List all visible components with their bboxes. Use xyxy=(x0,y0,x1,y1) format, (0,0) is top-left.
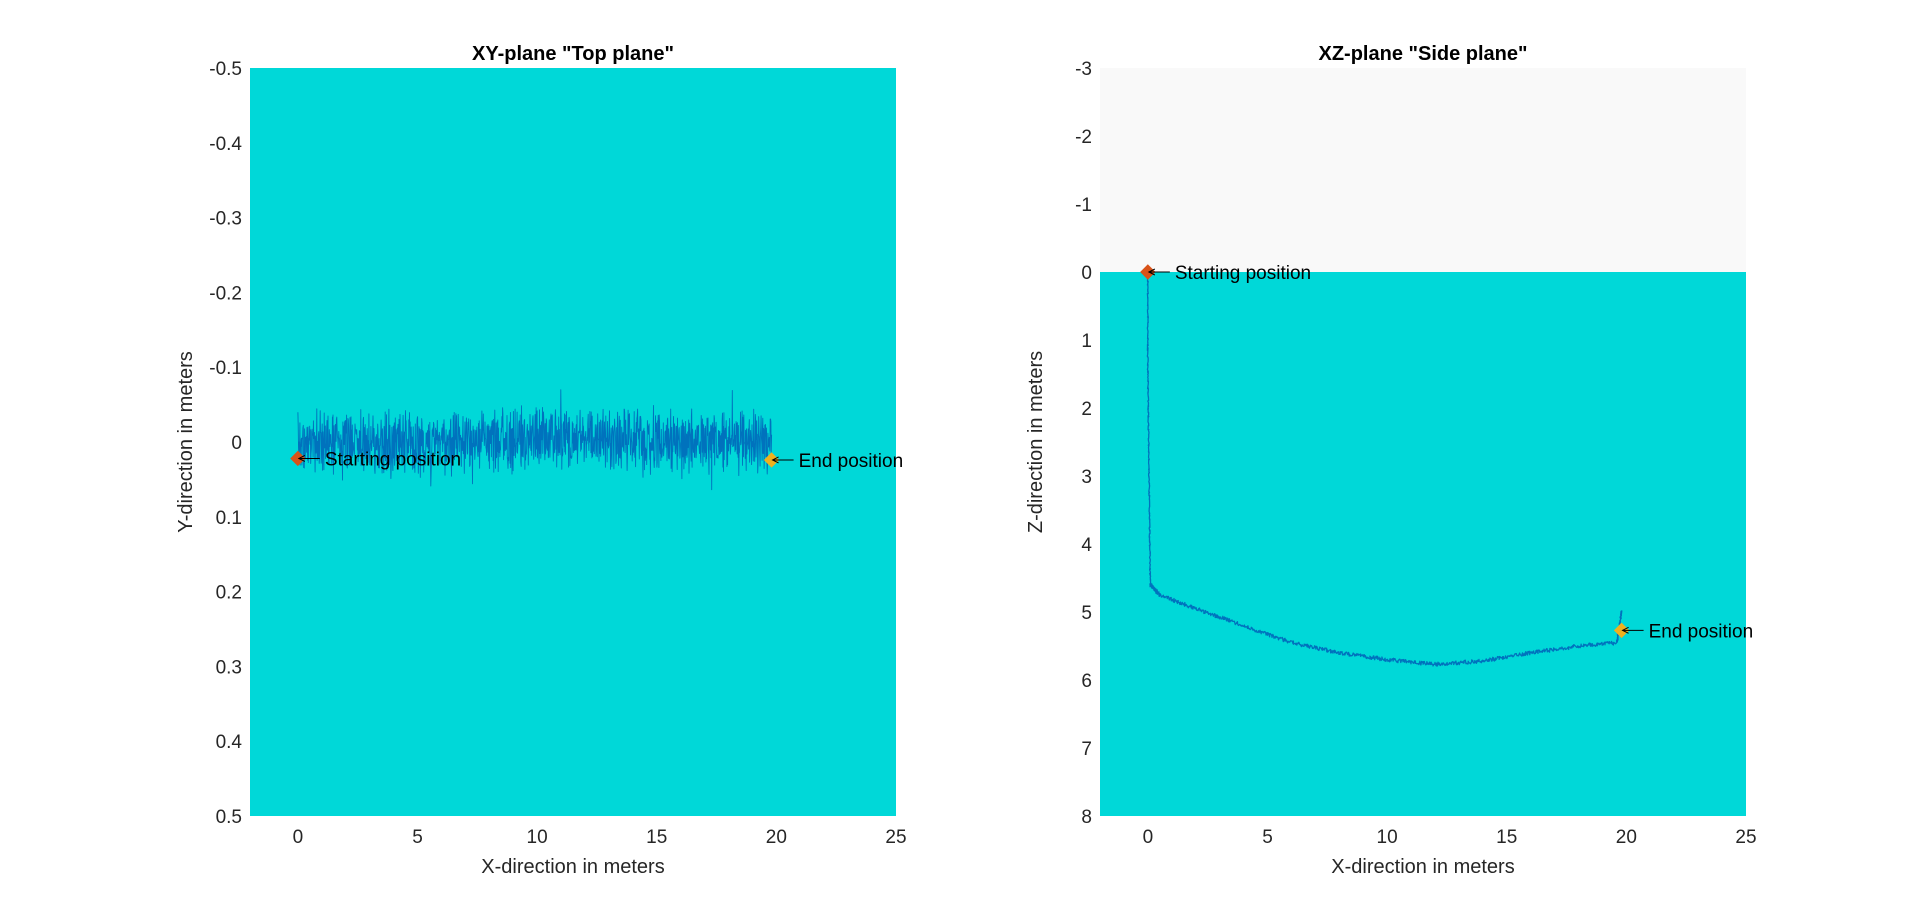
x-tick-label: 5 xyxy=(412,827,423,848)
background-region-water xyxy=(1100,272,1746,816)
y-tick-label: 1 xyxy=(1081,331,1092,352)
x-axis-label: X-direction in meters xyxy=(481,856,664,878)
y-tick-label: -0.5 xyxy=(209,59,242,80)
y-tick-label: 0.5 xyxy=(216,807,242,828)
y-axis-label: Z-direction in meters xyxy=(1025,351,1047,533)
y-tick-label: -3 xyxy=(1075,59,1092,80)
x-tick-label: 25 xyxy=(885,827,906,848)
y-tick-label: 3 xyxy=(1081,467,1092,488)
y-tick-label: 0.2 xyxy=(216,583,242,604)
y-tick-label: 0 xyxy=(231,433,242,454)
xy-plane-chart: XY-plane "Top plane" 0 5 10 15 20 25 -0.5 -0.4 -0… xyxy=(175,43,907,878)
trajectory-line xyxy=(1146,270,1623,667)
x-tick-label: 15 xyxy=(1496,827,1517,848)
xz-plane-chart: XZ-plane "Side plane"0 5 10 15 20 25-3-2-1012… xyxy=(1025,43,1757,878)
x-tick-label: 15 xyxy=(646,827,667,848)
y-tick-label: 0.4 xyxy=(216,732,243,753)
x-tick-label: 20 xyxy=(766,827,787,848)
y-tick-label: 0 xyxy=(1081,263,1092,284)
x-tick-label: 10 xyxy=(1377,827,1398,848)
x-tick-label: 25 xyxy=(1735,827,1756,848)
end-position-label: End position xyxy=(799,451,904,472)
y-tick-label: 7 xyxy=(1081,739,1092,760)
trajectory-line xyxy=(297,389,773,491)
x-axis-label: X-direction in meters xyxy=(1331,856,1514,878)
y-tick-label: 8 xyxy=(1081,807,1092,828)
annotation-arrowhead xyxy=(297,455,306,462)
y-tick-label: -2 xyxy=(1075,127,1092,148)
chart-title: XY-plane "Top plane" xyxy=(472,43,674,65)
chart-title: XZ-plane "Side plane" xyxy=(1318,43,1527,65)
start-position-label: Starting position xyxy=(1175,263,1311,284)
background-region-air xyxy=(1100,68,1746,272)
annotation-arrowhead xyxy=(1621,626,1629,634)
annotation-arrowhead xyxy=(771,456,779,464)
x-tick-label: 20 xyxy=(1616,827,1637,848)
y-tick-label: -0.1 xyxy=(209,358,242,379)
y-tick-label: 6 xyxy=(1081,671,1092,692)
y-tick-label: -0.4 xyxy=(209,134,242,155)
annotation-arrowhead xyxy=(1147,268,1156,276)
y-axis-label: Y-direction in meters xyxy=(175,351,197,533)
y-tick-label: -0.2 xyxy=(209,283,242,304)
y-tick-label: -1 xyxy=(1075,195,1092,216)
y-tick-label: 0.1 xyxy=(216,508,242,529)
start-position-label: Starting position xyxy=(325,449,461,470)
y-tick-label: -0.3 xyxy=(209,209,242,230)
x-tick-label: 0 xyxy=(1143,827,1154,848)
y-tick-label: 5 xyxy=(1081,603,1092,624)
x-tick-label: 5 xyxy=(1262,827,1273,848)
y-tick-label: 2 xyxy=(1081,399,1092,420)
x-tick-label: 0 xyxy=(293,827,304,848)
x-tick-label: 10 xyxy=(527,827,548,848)
y-tick-label: 0.3 xyxy=(216,657,242,678)
end-position-label: End position xyxy=(1649,621,1754,642)
y-tick-label: 4 xyxy=(1081,535,1092,556)
